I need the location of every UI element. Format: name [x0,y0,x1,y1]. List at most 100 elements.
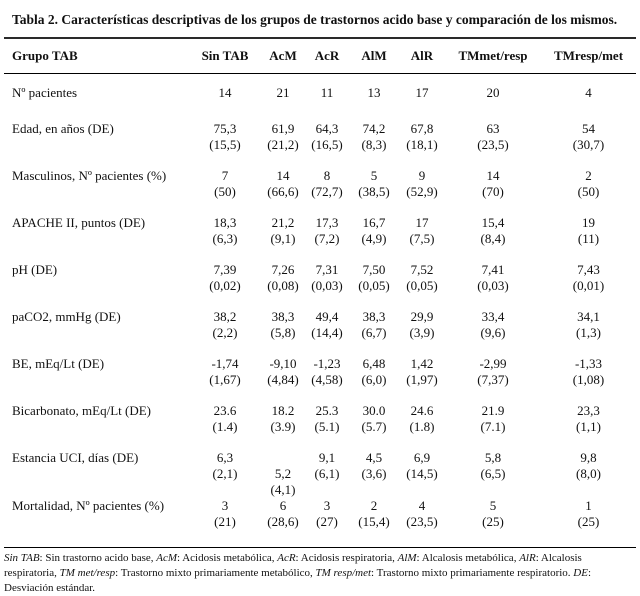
table-cell: 23,3 (1,1) [541,403,636,450]
column-header: TMresp/met [553,48,624,63]
table-cell: 61,9 (21,2) [261,121,305,168]
cell-value: 2 [585,168,592,183]
cell-value: 25.3 [315,403,339,418]
cell-detail: (8,0) [576,466,601,481]
footnote-text: : Acidosis metabólica, [177,552,278,564]
cell-value: 19 [582,215,595,230]
cell-value: 3 [323,498,331,513]
footnote-abbr: DE [573,567,588,579]
cell-detail: (0,05) [406,278,438,293]
table-cell: 7,50 (0,05) [349,262,399,309]
cell-value: 63 [486,121,500,136]
data-table: Grupo TAB Sin TAB AcM AcR AlM AlR TMmet/… [4,39,636,545]
footnote-abbr: Sin TAB [4,552,40,564]
table-row: Bicarbonato, mEq/Lt (DE) 23.6 (1.4) 18.2 (3.… [4,403,636,450]
table-cell: 7,41 (0,03) [445,262,541,309]
table-cell: -2,99 (7,37) [445,356,541,403]
cell-detail: (25) [577,514,600,529]
cell-value: 64,3 [315,121,339,136]
cell-detail: (4,1) [270,482,296,497]
table-row: paCO2, mmHg (DE) 38,2 (2,2) 38,3 (5,8) 49,4 (1… [4,309,636,356]
cell-detail: (0,05) [358,278,390,293]
footnote-text: : Alcalosis metabólica, [416,552,520,564]
cell-detail [541,101,636,117]
cell-value: 7,31 [315,262,339,277]
cell-detail: (70) [482,184,504,199]
table-cell: 7,39 (0,02) [189,262,261,309]
table-cell: 25.3 (5.1) [305,403,349,450]
footnote-abbr: AcM [156,552,178,564]
table-cell: 15,4 (8,4) [445,215,541,262]
cell-value: 4 [418,498,426,513]
table-cell: 63 (23,5) [445,121,541,168]
cell-value: -1,23 [313,356,341,371]
cell-detail: (4,84) [267,372,299,387]
cell-detail [261,101,305,117]
cell-detail: 5,2 [274,466,292,481]
cell-detail: (66,6) [267,184,299,199]
header-rule [4,73,636,74]
cell-detail: (6,1) [314,466,340,481]
cell-value: 67,8 [410,121,434,136]
cell-value: 1 [585,498,592,513]
column-header: Grupo TAB [12,48,78,63]
footnote-text: : Sin trastorno acido base, [39,552,157,564]
table-cell: -9,10 (4,84) [261,356,305,403]
row-label: Edad, en años (DE) [12,121,114,136]
table-row: Masculinos, Nº pacientes (%) 7 (50) 14 (66,6… [4,168,636,215]
table-cell: 19 (11) [541,215,636,262]
cell-detail: (72,7) [311,184,343,199]
cell-value: 9 [418,168,426,183]
table-row: BE, mEq/Lt (DE) -1,74 (1,67) -9,10 (4,84) -1,… [4,356,636,403]
cell-detail: (1.8) [409,419,435,434]
cell-value: 14 [218,85,232,100]
cell-value: 7,52 [410,262,434,277]
table-cell: 74,2 (8,3) [349,121,399,168]
table-cell: 21 [261,73,305,121]
cell-value: 18.2 [271,403,295,418]
table-cell: 6,3 (2,1) [189,450,261,498]
row-label: Estancia UCI, días (DE) [12,450,139,465]
cell-value: 18,3 [213,215,237,230]
cell-value: 6,48 [362,356,386,371]
row-label: Nº pacientes [12,85,78,100]
cell-value: 33,4 [481,309,505,324]
table-cell: 6,48 (6,0) [349,356,399,403]
table-row: pH (DE) 7,39 (0,02) 7,26 (0,08) 7,31 (0,03) 7,5… [4,262,636,309]
cell-value: 1,42 [410,356,434,371]
table-cell: 4 (23,5) [399,498,445,545]
table-row: APACHE II, puntos (DE) 18,3 (6,3) 21,2 (9,1)… [4,215,636,262]
table-cell: 20 [445,73,541,121]
cell-detail [445,101,541,117]
cell-detail: (1,08) [572,372,605,387]
cell-detail: (7,5) [409,231,435,246]
cell-detail: (1,97) [406,372,438,387]
table-cell: 3 (27) [305,498,349,545]
footnote-abbr: AlM [397,552,417,564]
cell-value: 7,50 [362,262,386,277]
footnote-abbr: TM met/resp [59,567,116,579]
cell-value: 20 [486,85,500,100]
table-cell: 11 [305,73,349,121]
cell-value: 11 [320,85,334,100]
table-row: Nº pacientes 14 21 11 13 17 20 4 [4,73,636,121]
table-cell: 38,2 (2,2) [189,309,261,356]
column-header: TMmet/resp [458,48,528,63]
table-cell: 14 [189,73,261,121]
table-cell: 17,3 (7,2) [305,215,349,262]
cell-detail: (18,1) [406,137,438,152]
cell-value: 17,3 [315,215,339,230]
header-row: Grupo TAB Sin TAB AcM AcR AlM AlR TMmet/… [4,39,636,73]
table-cell: 3 (21) [189,498,261,545]
cell-detail: (14,4) [311,325,343,340]
table-cell: 33,4 (9,6) [445,309,541,356]
table-cell: 6,9 (14,5) [399,450,445,498]
cell-value: 16,7 [362,215,386,230]
table-cell: 17 [399,73,445,121]
cell-detail: (28,6) [267,514,299,529]
cell-value: 38,2 [213,309,237,324]
cell-detail [305,101,349,117]
cell-value: -1,74 [211,356,239,371]
cell-value: 15,4 [481,215,505,230]
table-cell: 38,3 (6,7) [349,309,399,356]
